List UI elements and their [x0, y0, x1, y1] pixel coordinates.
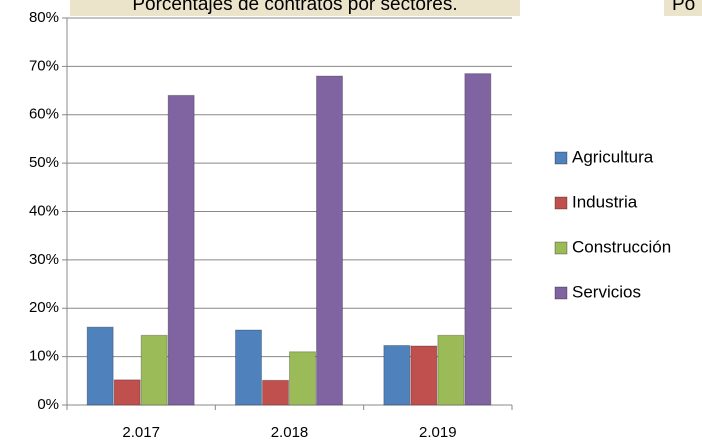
legend-label: Servicios	[572, 282, 641, 301]
title-box	[70, 0, 520, 16]
y-tick-label: 80%	[29, 9, 59, 26]
bar	[464, 73, 492, 406]
x-tick-label: 2.017	[122, 424, 160, 441]
legend-label: Agricultura	[572, 147, 654, 166]
legend-swatch	[554, 196, 568, 210]
bar	[113, 379, 141, 406]
bar	[235, 329, 262, 406]
bar	[437, 334, 465, 406]
chart-title: Porcentajes de contratos por sectores.	[132, 0, 457, 15]
y-tick-label: 50%	[29, 154, 59, 171]
x-tick-label: 2.018	[271, 424, 309, 441]
y-tick-label: 30%	[29, 251, 59, 268]
bar	[86, 326, 114, 406]
bar	[262, 379, 289, 406]
bar	[289, 351, 316, 406]
annotation: Po	[672, 0, 695, 15]
legend-label: Industria	[572, 192, 638, 211]
title-box	[664, 0, 702, 16]
y-tick-label: 0%	[37, 396, 59, 413]
legend-swatch	[554, 151, 568, 165]
y-tick-label: 60%	[29, 106, 59, 123]
bar	[140, 334, 168, 406]
y-tick-label: 10%	[29, 348, 59, 365]
bar	[410, 345, 438, 406]
legend-swatch	[554, 286, 568, 300]
bar	[167, 94, 195, 406]
bar	[383, 344, 411, 406]
legend-label: Construcción	[572, 237, 671, 256]
legend-swatch	[554, 241, 568, 255]
x-tick-label: 2.019	[419, 424, 457, 441]
y-tick-label: 20%	[29, 299, 59, 316]
y-tick-label: 70%	[29, 57, 59, 74]
y-tick-label: 40%	[29, 202, 59, 219]
bar	[316, 75, 343, 406]
